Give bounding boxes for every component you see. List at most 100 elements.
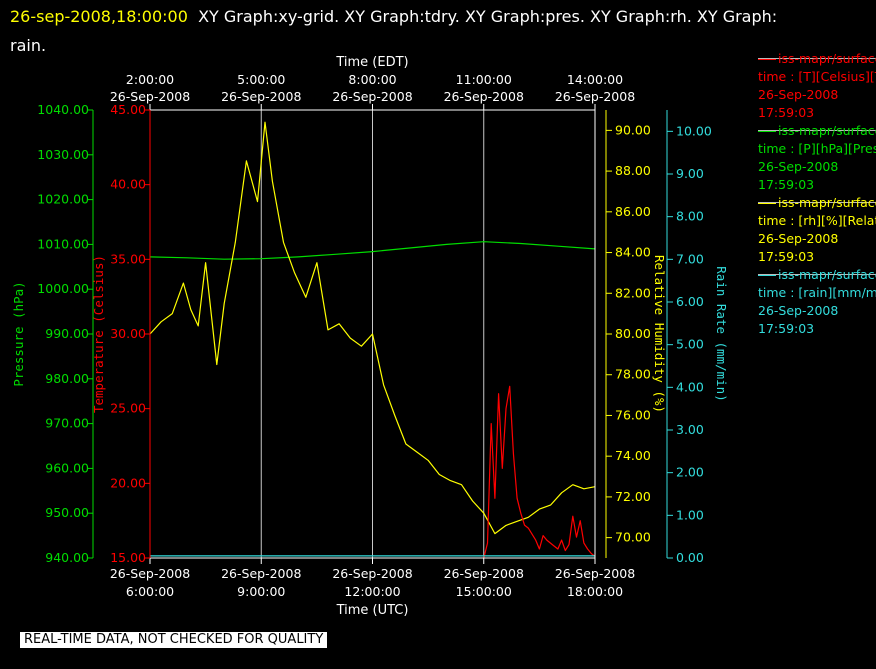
bottom-tick-time: 9:00:00	[237, 584, 285, 599]
pressure-series-line	[149, 241, 596, 260]
top-tick-time: 5:00:00	[237, 72, 285, 87]
rain-tick-label: 8.00	[676, 209, 704, 224]
temperature-tick-label: 25.00	[110, 401, 146, 416]
bottom-tick-date: 26-Sep-2008	[555, 566, 635, 581]
legend-line3: 26-Sep-2008	[758, 159, 839, 174]
rain-tick-label: 3.00	[676, 422, 704, 437]
series-lines	[149, 121, 596, 559]
humidity-tick-label: 90.00	[615, 122, 651, 137]
rain-tick-label: 6.00	[676, 294, 704, 309]
pressure-tick-label: 970.00	[45, 416, 89, 431]
humidity-tick-label: 78.00	[615, 367, 651, 382]
top-tick-date: 26-Sep-2008	[555, 89, 635, 104]
pressure-axis-title: Pressure (hPa)	[11, 281, 26, 386]
legend-line4: 17:59:03	[758, 321, 815, 336]
bottom-tick-date: 26-Sep-2008	[110, 566, 190, 581]
bottom-tick-time: 6:00:00	[126, 584, 174, 599]
pressure-tick-label: 1030.00	[37, 147, 89, 162]
legend-line2: time : [P][hPa][Pres	[758, 141, 876, 156]
legend-swatch	[758, 131, 776, 132]
humidity-tick-label: 72.00	[615, 489, 651, 504]
temperature-tick-label: 45.00	[110, 102, 146, 117]
pressure-tick-label: 1000.00	[37, 281, 89, 296]
temperature-tick-label: 35.00	[110, 251, 146, 266]
pressure-tick-label: 950.00	[45, 505, 89, 520]
legend-swatch	[758, 203, 776, 204]
rain-tick-label: 5.00	[676, 337, 704, 352]
legend-line3: 26-Sep-2008	[758, 231, 839, 246]
top-tick-time: 8:00:00	[348, 72, 396, 87]
legend-line3: 26-Sep-2008	[758, 303, 839, 318]
legend-line1: iss-mapr/surface	[778, 123, 876, 138]
top-tick-time: 2:00:00	[126, 72, 174, 87]
legend-line1: iss-mapr/surface	[778, 195, 876, 210]
humidity-tick-label: 84.00	[615, 245, 651, 260]
pressure-tick-label: 940.00	[45, 550, 89, 565]
graph-titles-continued: rain.	[10, 36, 47, 55]
temperature-tick-label: 15.00	[110, 550, 146, 565]
legend-separator	[758, 202, 876, 203]
temperature-tick-label: 30.00	[110, 326, 146, 341]
bottom-tick-time: 18:00:00	[567, 584, 623, 599]
top-tick-date: 26-Sep-2008	[110, 89, 190, 104]
humidity-tick-label: 86.00	[615, 204, 651, 219]
legend-separator	[758, 274, 876, 275]
temperature-tick-label: 20.00	[110, 475, 146, 490]
quality-banner: REAL-TIME DATA, NOT CHECKED FOR QUALITY	[20, 632, 328, 648]
temperature-series-line	[483, 385, 596, 559]
temperature-axis-title: Temperature (Celsius)	[91, 255, 106, 413]
legend-line1: iss-mapr/surface	[778, 267, 876, 282]
legend-swatch	[758, 275, 776, 276]
rain-tick-label: 10.00	[676, 123, 712, 138]
legend-line4: 17:59:03	[758, 249, 815, 264]
pressure-tick-label: 1020.00	[37, 192, 89, 207]
rain-axis-title: Rain Rate (mm/min)	[714, 266, 729, 401]
bottom-axis-title: Time (UTC)	[336, 603, 409, 618]
legend-line2: time : [rh][%][Relati	[758, 213, 876, 228]
bottom-tick-time: 12:00:00	[344, 584, 400, 599]
pressure-tick-label: 980.00	[45, 371, 89, 386]
humidity-series-line	[149, 121, 596, 535]
rain-tick-label: 2.00	[676, 465, 704, 480]
top-axis-title: Time (EDT)	[335, 55, 408, 70]
legend-line2: time : [rain][mm/min	[758, 285, 876, 300]
rain-tick-label: 7.00	[676, 251, 704, 266]
top-tick-date: 26-Sep-2008	[332, 89, 412, 104]
legend-line4: 17:59:03	[758, 105, 815, 120]
humidity-tick-label: 70.00	[615, 530, 651, 545]
timestamp: 26-sep-2008,18:00:00	[10, 7, 188, 26]
bottom-tick-date: 26-Sep-2008	[444, 566, 524, 581]
legend-separator	[758, 58, 876, 59]
axes: 26-Sep-2008 6:00:00 26-Sep-2008 9:00:00 26-S…	[11, 55, 729, 618]
top-tick-time: 14:00:00	[567, 72, 623, 87]
bottom-tick-time: 15:00:00	[456, 584, 512, 599]
humidity-axis-title: Relative Humidity (%)	[652, 255, 667, 413]
legend-swatch	[758, 59, 776, 60]
pressure-tick-label: 990.00	[45, 326, 89, 341]
bottom-tick-date: 26-Sep-2008	[221, 566, 301, 581]
legend-separator	[758, 130, 876, 131]
humidity-tick-label: 76.00	[615, 407, 651, 422]
top-tick-time: 11:00:00	[456, 72, 512, 87]
humidity-tick-label: 80.00	[615, 326, 651, 341]
humidity-tick-label: 74.00	[615, 448, 651, 463]
bottom-tick-date: 26-Sep-2008	[332, 566, 412, 581]
pressure-tick-label: 1010.00	[37, 236, 89, 251]
legend-line1: iss-mapr/surface	[778, 51, 876, 66]
rain-tick-label: 1.00	[676, 507, 704, 522]
humidity-tick-label: 82.00	[615, 285, 651, 300]
legend-line2: time : [T][Celsius][T	[758, 69, 876, 84]
top-tick-date: 26-Sep-2008	[444, 89, 524, 104]
graph-titles: XY Graph:xy-grid. XY Graph:tdry. XY Grap…	[198, 7, 778, 26]
humidity-tick-label: 88.00	[615, 163, 651, 178]
rain-tick-label: 0.00	[676, 550, 704, 565]
temperature-tick-label: 40.00	[110, 177, 146, 192]
top-tick-date: 26-Sep-2008	[221, 89, 301, 104]
rain-tick-label: 9.00	[676, 166, 704, 181]
pressure-tick-label: 1040.00	[37, 102, 89, 117]
rain-tick-label: 4.00	[676, 379, 704, 394]
legend-line3: 26-Sep-2008	[758, 87, 839, 102]
graph-header: 26-sep-2008,18:00:00 XY Graph:xy-grid. X…	[10, 2, 870, 60]
pressure-tick-label: 960.00	[45, 460, 89, 475]
